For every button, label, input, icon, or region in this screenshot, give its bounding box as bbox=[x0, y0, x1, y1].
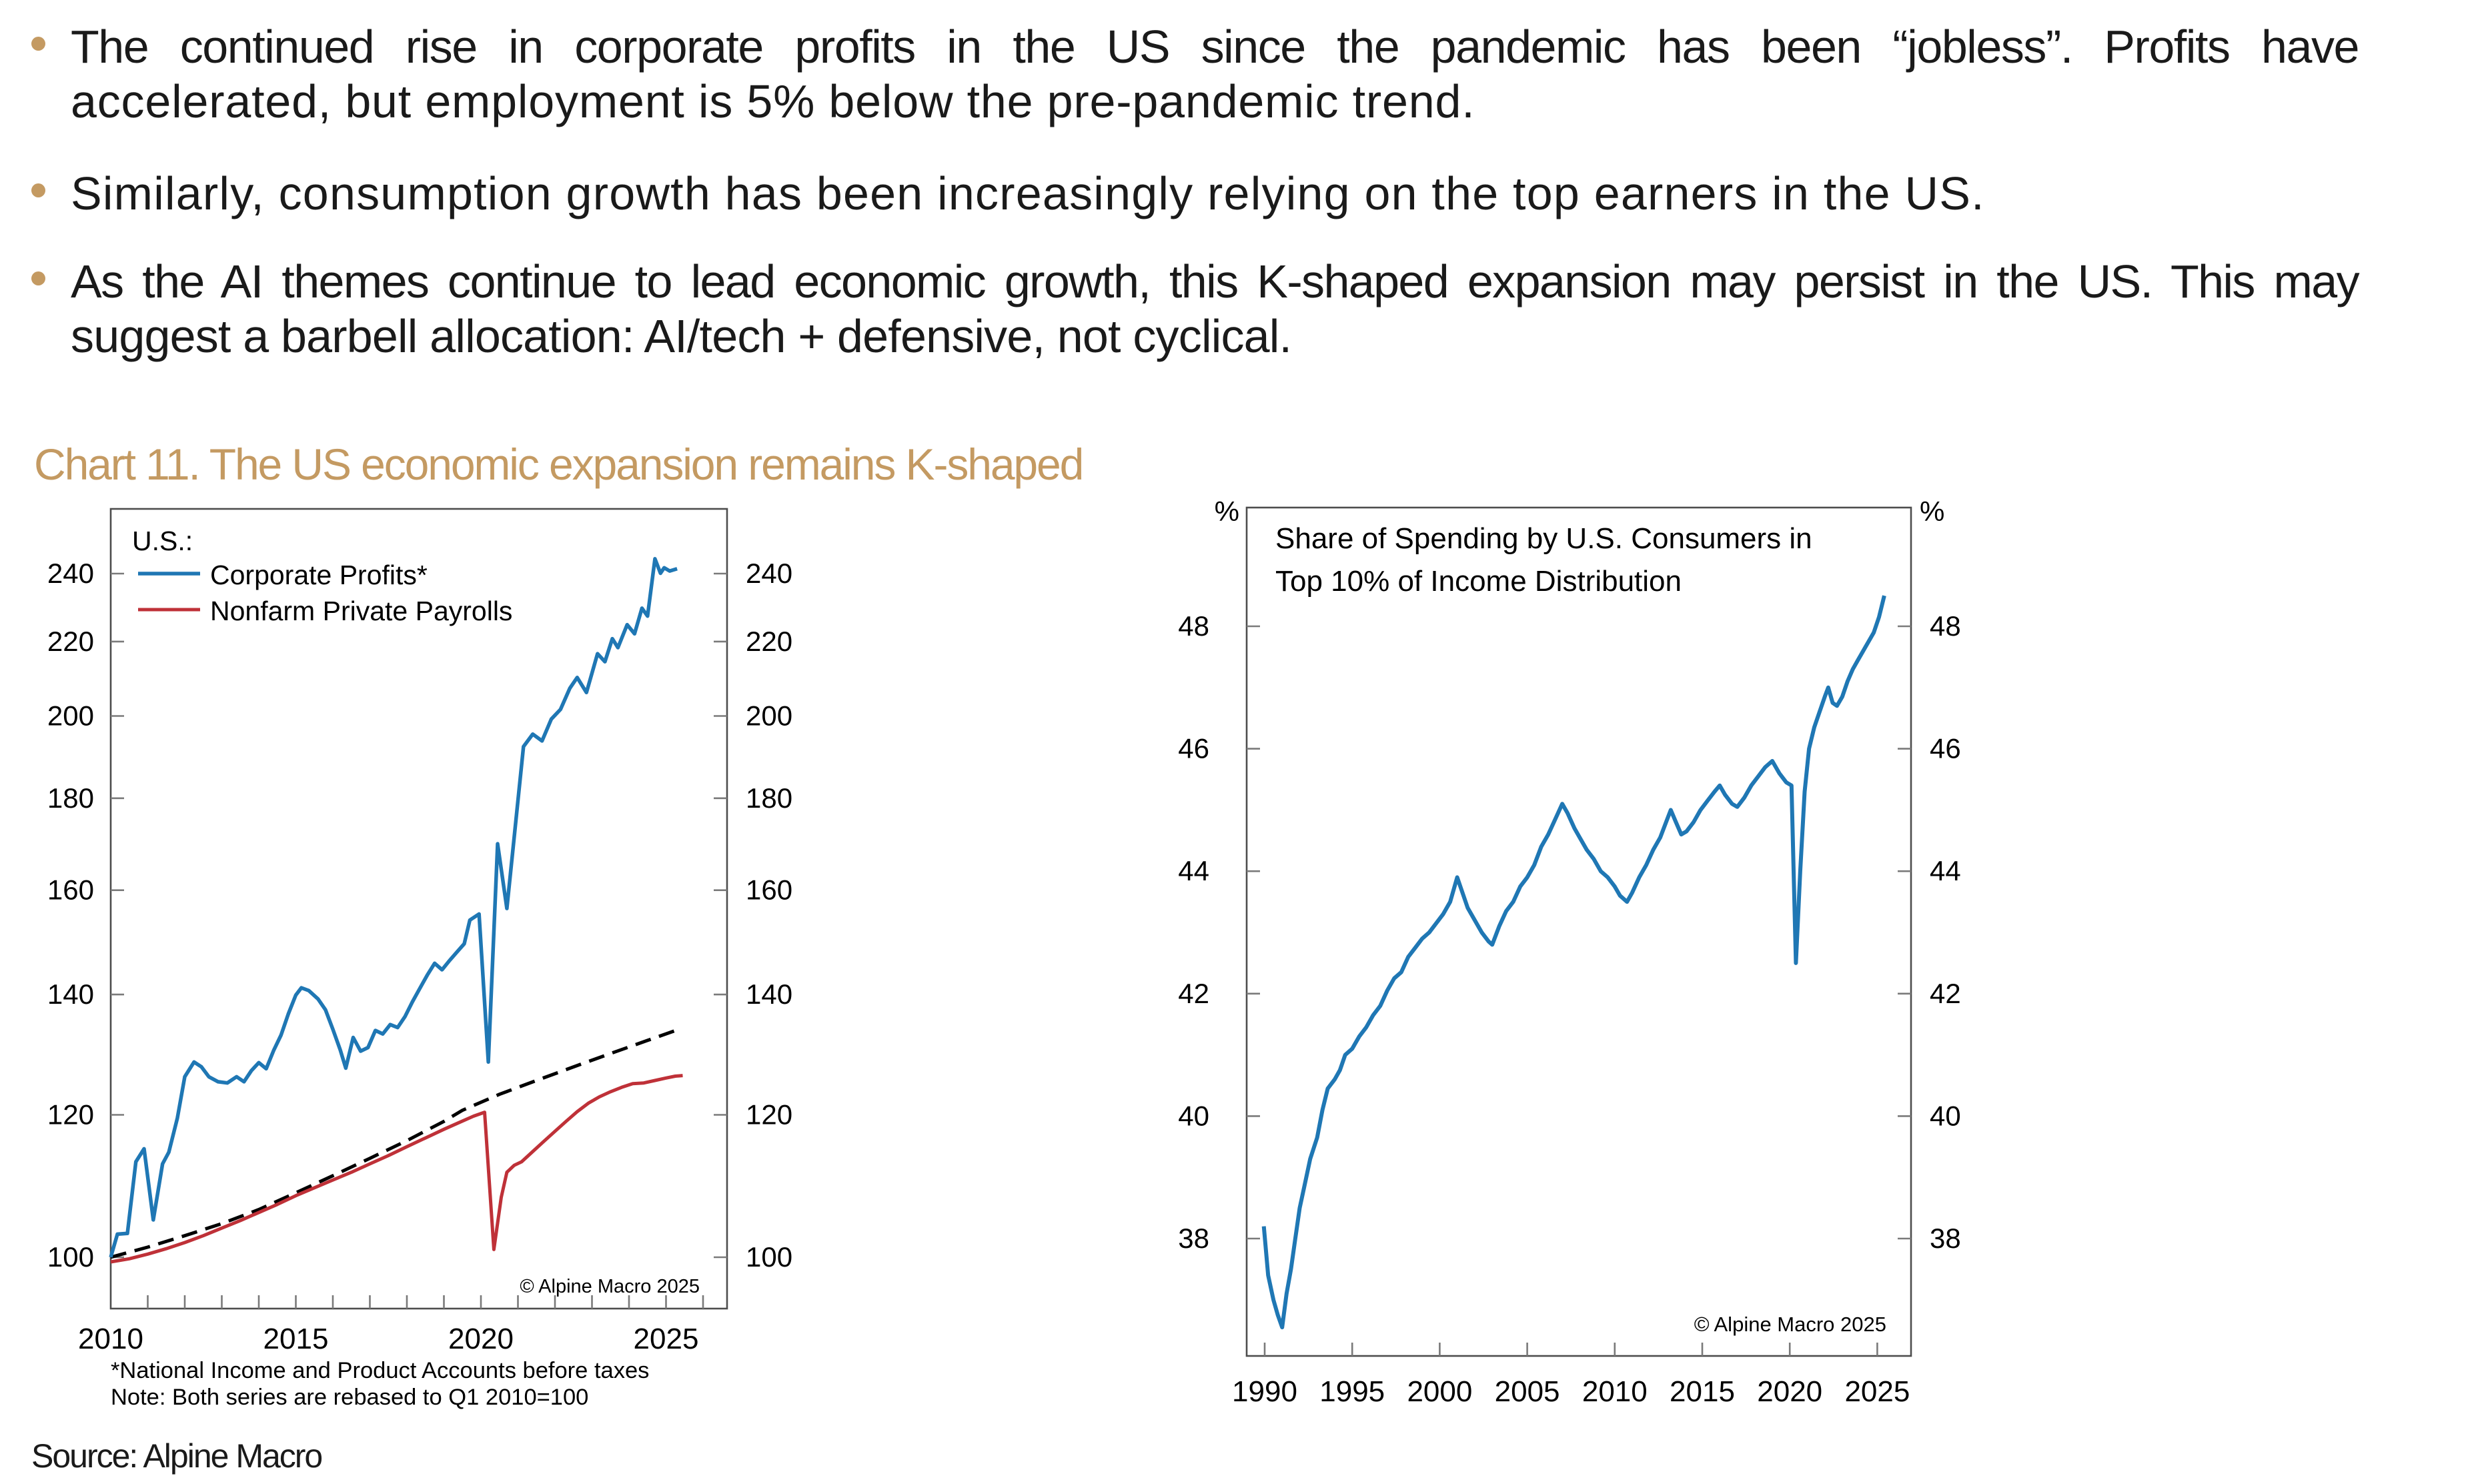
svg-text:© Alpine Macro 2025: © Alpine Macro 2025 bbox=[1694, 1313, 1886, 1336]
svg-text:© Alpine Macro 2025: © Alpine Macro 2025 bbox=[520, 1276, 700, 1297]
svg-text:2020: 2020 bbox=[1757, 1375, 1822, 1408]
svg-text:2000: 2000 bbox=[1407, 1375, 1472, 1408]
svg-text:%: % bbox=[1215, 496, 1239, 527]
svg-text:240: 240 bbox=[47, 558, 94, 589]
svg-text:2015: 2015 bbox=[1670, 1375, 1735, 1408]
svg-text:2020: 2020 bbox=[448, 1323, 514, 1355]
svg-text:200: 200 bbox=[746, 700, 792, 732]
svg-text:240: 240 bbox=[746, 558, 792, 589]
svg-text:%: % bbox=[1920, 496, 1944, 527]
svg-text:Corporate Profits*: Corporate Profits* bbox=[210, 560, 428, 590]
svg-text:180: 180 bbox=[47, 782, 94, 814]
svg-text:Top 10% of Income Distribution: Top 10% of Income Distribution bbox=[1275, 565, 1682, 598]
svg-text:46: 46 bbox=[1178, 733, 1209, 764]
svg-text:2010: 2010 bbox=[1582, 1375, 1648, 1408]
svg-text:44: 44 bbox=[1178, 855, 1209, 886]
svg-text:38: 38 bbox=[1178, 1223, 1209, 1254]
svg-text:*National Income and Product A: *National Income and Product Accounts be… bbox=[111, 1358, 649, 1383]
svg-text:38: 38 bbox=[1930, 1223, 1961, 1254]
svg-text:2025: 2025 bbox=[634, 1323, 699, 1355]
svg-text:48: 48 bbox=[1930, 610, 1961, 642]
svg-text:120: 120 bbox=[746, 1099, 792, 1131]
svg-text:2005: 2005 bbox=[1495, 1375, 1560, 1408]
svg-text:2015: 2015 bbox=[263, 1323, 329, 1355]
svg-text:Note: Both series are rebased: Note: Both series are rebased to Q1 2010… bbox=[111, 1385, 588, 1410]
svg-text:160: 160 bbox=[746, 874, 792, 906]
svg-text:48: 48 bbox=[1178, 610, 1209, 642]
svg-text:220: 220 bbox=[47, 626, 94, 657]
svg-text:100: 100 bbox=[746, 1241, 792, 1273]
svg-text:100: 100 bbox=[47, 1241, 94, 1273]
svg-text:Share of Spending by U.S. Cons: Share of Spending by U.S. Consumers in bbox=[1275, 522, 1812, 555]
svg-text:1990: 1990 bbox=[1232, 1375, 1297, 1408]
svg-text:40: 40 bbox=[1178, 1100, 1209, 1131]
svg-text:160: 160 bbox=[47, 874, 94, 906]
svg-text:46: 46 bbox=[1930, 733, 1961, 764]
svg-text:200: 200 bbox=[47, 700, 94, 732]
svg-text:42: 42 bbox=[1930, 978, 1961, 1009]
svg-text:2010: 2010 bbox=[78, 1323, 143, 1355]
svg-text:40: 40 bbox=[1930, 1100, 1961, 1131]
svg-text:44: 44 bbox=[1930, 855, 1961, 886]
svg-text:120: 120 bbox=[47, 1099, 94, 1131]
svg-text:42: 42 bbox=[1178, 978, 1209, 1009]
svg-text:1995: 1995 bbox=[1319, 1375, 1385, 1408]
svg-text:Nonfarm Private Payrolls: Nonfarm Private Payrolls bbox=[210, 596, 512, 626]
svg-text:140: 140 bbox=[746, 978, 792, 1010]
svg-text:220: 220 bbox=[746, 626, 792, 657]
svg-text:U.S.:: U.S.: bbox=[132, 526, 193, 556]
svg-text:180: 180 bbox=[746, 782, 792, 814]
svg-text:140: 140 bbox=[47, 978, 94, 1010]
svg-text:2025: 2025 bbox=[1844, 1375, 1910, 1408]
